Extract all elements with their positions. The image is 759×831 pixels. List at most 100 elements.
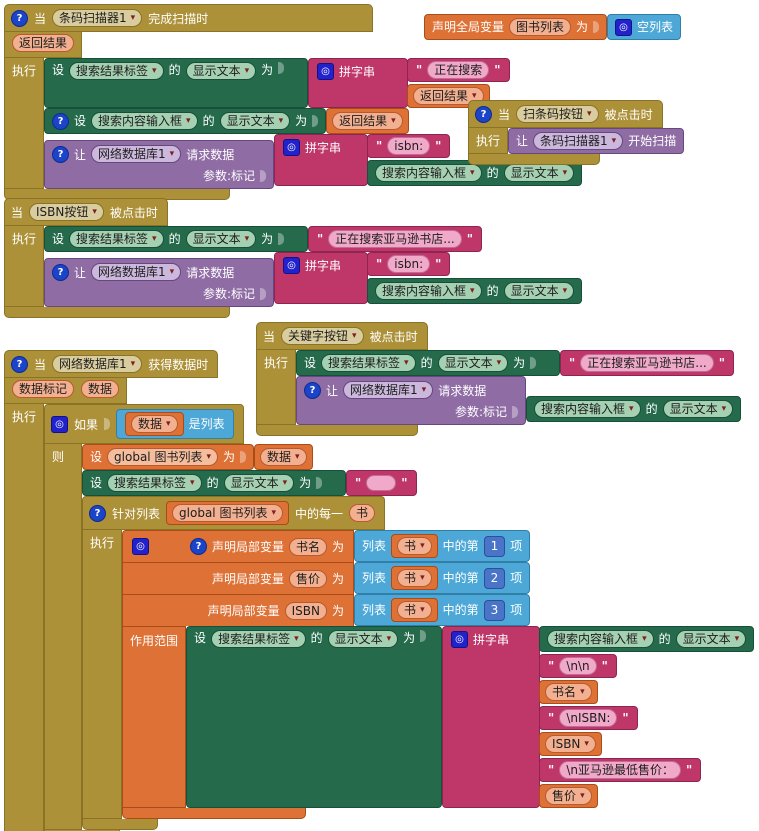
mutator-icon[interactable]: ◎ (51, 415, 69, 433)
getter-data[interactable]: 数据 ▾ (125, 412, 184, 436)
display-text-dropdown[interactable]: 显示文本 ▾ (219, 112, 291, 130)
variable-dropdown[interactable]: 书名 ▾ (545, 683, 592, 701)
param-data[interactable]: 数据 (81, 380, 120, 398)
text-field[interactable]: \n\n (559, 657, 597, 675)
set-property-block[interactable]: 设 搜索结果标签 ▾ 的 显示文本 ▾ 为 (186, 626, 443, 808)
help-icon[interactable]: ? (52, 145, 70, 163)
search-input-dropdown[interactable]: 搜索内容输入框 ▾ (91, 112, 198, 130)
text-string-block-empty[interactable]: " " (346, 470, 417, 496)
result-label-dropdown[interactable]: 搜索结果标签 ▾ (107, 474, 202, 492)
display-text-dropdown[interactable]: 显示文本 ▾ (327, 630, 399, 648)
text-field[interactable]: 正在搜索亚马逊书店... (580, 354, 714, 372)
text-string-block[interactable]: " 正在搜索亚马逊书店... " (308, 226, 482, 252)
getter-return-result[interactable]: 返回结果 ▾ (407, 84, 490, 108)
mutator-icon[interactable]: ◎ (451, 631, 469, 648)
text-string-block[interactable]: " \n亚马逊最低售价： " (539, 758, 702, 782)
event-block-after-scan[interactable]: ? 当 条码扫描器1 ▾ 完成扫描时 返回结果 执行 设 搜索结果标签 ▾ 的 显示… (4, 4, 583, 200)
help-icon[interactable]: ? (11, 9, 28, 27)
select-list-item-block[interactable]: 列表 书 ▾ 中的第 1 项 (354, 530, 531, 562)
number-block[interactable]: 2 (483, 567, 506, 589)
number-block[interactable]: 1 (483, 535, 506, 557)
text-string-block[interactable]: " 正在搜索 " (407, 58, 510, 82)
variable-dropdown[interactable]: 书 ▾ (397, 569, 432, 587)
text-field[interactable] (366, 475, 397, 491)
barcode-scanner-dropdown[interactable]: 条码扫描器1 ▾ (52, 9, 143, 27)
variable-dropdown[interactable]: 书 ▾ (397, 601, 432, 619)
event-block-keyword-button-click[interactable]: 当 关键字按钮 ▾ 被点击时 执行 设 搜索结果标签 ▾ 的 显示文本 ▾ 为 " (256, 322, 742, 436)
event-block-scan-button-click[interactable]: ? 当 扫条码按钮 ▾ 被点击时 执行 让 条码扫描器1 ▾ 开始扫描 (468, 100, 685, 165)
scan-button-dropdown[interactable]: 扫条码按钮 ▾ (516, 105, 599, 123)
help-icon[interactable]: ? (11, 355, 28, 373)
set-property-block[interactable]: 设 搜索结果标签 ▾ 的 显示文本 ▾ 为 (296, 350, 561, 376)
empty-list-block[interactable]: ◎ 空列表 (607, 14, 682, 40)
search-input-dropdown[interactable]: 搜索内容输入框 ▾ (534, 400, 641, 418)
result-label-dropdown[interactable]: 搜索结果标签 ▾ (321, 354, 416, 372)
loop-var-name-field[interactable]: 书 (349, 504, 376, 522)
global-var-dropdown[interactable]: global 图书列表 ▾ (107, 448, 218, 466)
help-icon[interactable]: ? (89, 504, 107, 522)
variable-dropdown[interactable]: global 图书列表 ▾ (172, 504, 283, 522)
result-label-dropdown[interactable]: 搜索结果标签 ▾ (69, 230, 164, 248)
getter-book-name[interactable]: 书名 ▾ (539, 680, 598, 704)
help-icon[interactable]: ? (304, 381, 322, 399)
display-text-dropdown[interactable]: 显示文本 ▾ (185, 62, 257, 80)
display-text-dropdown[interactable]: 显示文本 ▾ (662, 400, 734, 418)
display-text-dropdown[interactable]: 显示文本 ▾ (437, 354, 509, 372)
text-string-block[interactable]: " isbn: " (367, 252, 451, 276)
component-getter-block[interactable]: 搜索内容输入框 ▾ 的 显示文本 ▾ (539, 626, 755, 652)
mutator-icon[interactable]: ◎ (132, 538, 150, 555)
join-block[interactable]: ◎ 拼字串 " 正在搜索 " 返回结果 ▾ (308, 58, 510, 108)
getter-book[interactable]: 书 ▾ (391, 534, 438, 558)
help-icon[interactable]: ? (52, 112, 70, 130)
getter-global-book-list[interactable]: global 图书列表 ▾ (166, 501, 289, 525)
variable-dropdown[interactable]: 返回结果 ▾ (413, 87, 484, 105)
search-input-dropdown[interactable]: 搜索内容输入框 ▾ (375, 164, 482, 182)
call-webdb-getvalue-block[interactable]: ? 让 网络数据库1 ▾ 请求数据 参数:标记 (44, 258, 275, 307)
search-input-dropdown[interactable]: 搜索内容输入框 ▾ (375, 282, 482, 300)
display-text-dropdown[interactable]: 显示文本 ▾ (503, 282, 575, 300)
local-var-name-field[interactable]: ISBN (284, 601, 328, 620)
is-list-block[interactable]: 数据 ▾ 是列表 (116, 409, 234, 439)
text-field[interactable]: 正在搜索 (427, 61, 490, 79)
variable-dropdown[interactable]: 售价 ▾ (545, 787, 592, 805)
getter-data[interactable]: 数据 ▾ (254, 444, 313, 470)
web-db-dropdown[interactable]: 网络数据库1 ▾ (52, 355, 143, 373)
search-input-dropdown[interactable]: 搜索内容输入框 ▾ (547, 630, 654, 648)
number-block[interactable]: 3 (483, 599, 506, 621)
if-block[interactable]: ◎ 如果 数据 ▾ 是列表 则 (44, 404, 755, 831)
web-db-dropdown[interactable]: 网络数据库1 ▾ (91, 263, 182, 281)
getter-book[interactable]: 书 ▾ (391, 566, 438, 590)
display-text-dropdown[interactable]: 显示文本 ▾ (185, 230, 257, 248)
text-string-block[interactable]: " 正在搜索亚马逊书店... " (560, 350, 734, 376)
help-icon[interactable]: ? (475, 105, 492, 123)
mutator-icon[interactable]: ◎ (317, 63, 335, 80)
variable-dropdown[interactable]: 数据 ▾ (260, 448, 307, 466)
getter-price[interactable]: 售价 ▾ (539, 784, 598, 808)
call-start-scan-block[interactable]: 让 条码扫描器1 ▾ 开始扫描 (508, 128, 685, 154)
text-string-block[interactable]: " \nISBN: " (539, 706, 638, 730)
join-block[interactable]: ◎ 拼字串 搜索内容输入框 ▾ 的 (442, 626, 755, 808)
join-block[interactable]: ◎ 拼字串 " isbn: " 搜索内容输入框 ▾ 的 (274, 134, 583, 186)
call-webdb-getvalue-block[interactable]: ? 让 网络数据库1 ▾ 请求数据 参数:标记 (296, 376, 527, 425)
param-data-tag[interactable]: 数据标记 (12, 380, 75, 398)
text-string-block[interactable]: " isbn: " (367, 134, 451, 158)
display-text-dropdown[interactable]: 显示文本 ▾ (223, 474, 295, 492)
param-return-result[interactable]: 返回结果 (12, 34, 75, 52)
init-global-body[interactable]: 声明全局变量 图书列表 为 (424, 14, 608, 40)
text-field[interactable]: \n亚马逊最低售价： (559, 761, 681, 779)
web-db-dropdown[interactable]: 网络数据库1 ▾ (91, 145, 182, 163)
component-getter-block[interactable]: 搜索内容输入框 ▾ 的 显示文本 ▾ (526, 396, 742, 422)
help-icon[interactable]: ? (189, 538, 207, 555)
text-field[interactable]: \nISBN: (559, 709, 618, 727)
for-each-block[interactable]: ? 针对列表 global 图书列表 ▾ 中的每一 书 执行 (82, 496, 755, 830)
variable-dropdown[interactable]: ISBN ▾ (545, 735, 596, 753)
mutator-icon[interactable]: ◎ (283, 257, 301, 274)
event-block-webdb-got-data[interactable]: ? 当 网络数据库1 ▾ 获得数据时 数据标记 数据 执行 ◎ 如果 (4, 350, 755, 831)
init-local-block[interactable]: ◎ ? 声明局部变量 书名 为 列表 (122, 530, 755, 819)
isbn-button-dropdown[interactable]: ISBN按钮 ▾ (29, 203, 104, 221)
component-getter-block[interactable]: 搜索内容输入框 ▾ 的 显示文本 ▾ (367, 278, 583, 304)
init-global-block[interactable]: 声明全局变量 图书列表 为 ◎ 空列表 (424, 14, 682, 40)
local-var-name-field[interactable]: 书名 (289, 537, 328, 556)
mutator-icon[interactable]: ◎ (615, 18, 633, 36)
global-var-name-field[interactable]: 图书列表 (509, 18, 572, 36)
